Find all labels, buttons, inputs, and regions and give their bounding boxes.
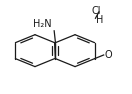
Text: H: H [96, 15, 103, 25]
Text: H₂N: H₂N [33, 19, 52, 29]
Text: Cl: Cl [92, 6, 101, 16]
Text: O: O [104, 50, 112, 60]
